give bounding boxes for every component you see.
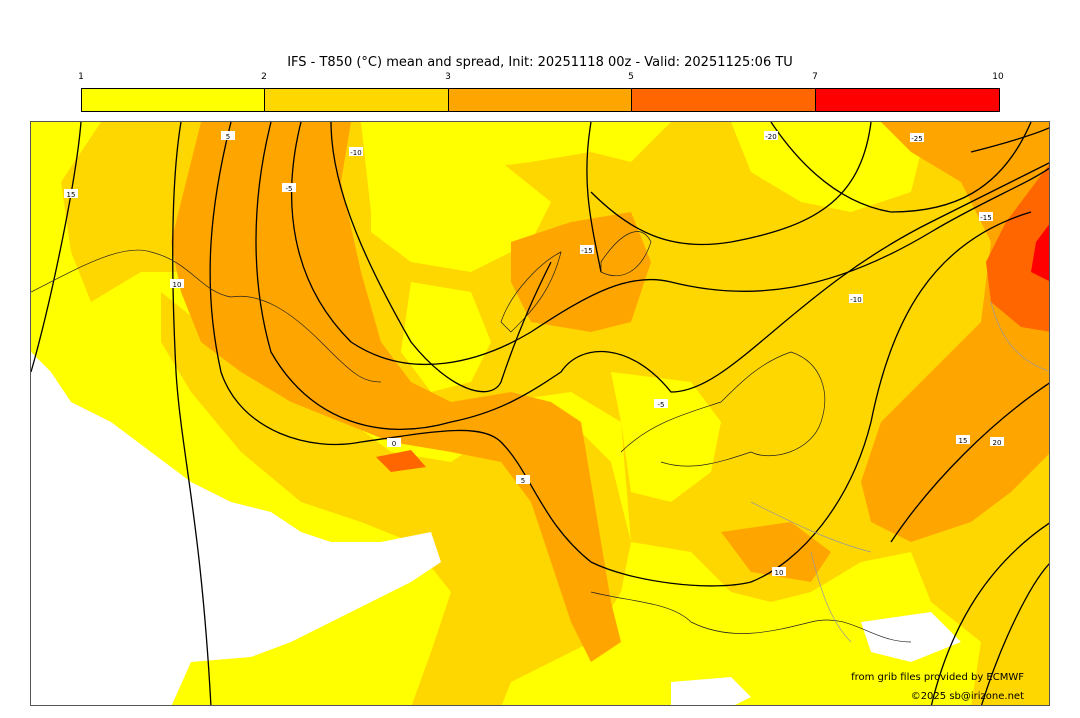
contour-label: -20 <box>764 131 778 141</box>
colorbar-tick: 1 <box>78 72 84 82</box>
colorbar-tick: 7 <box>812 72 818 82</box>
spread-1-2-region <box>371 132 551 272</box>
data-source-credit: from grib files provided by ECMWF <box>851 672 1024 683</box>
colorbar-tick: 3 <box>445 72 451 82</box>
contour-label-text: 10 <box>173 281 182 289</box>
contour-label-text: -5 <box>658 401 665 409</box>
map-canvas: 15 10 5 -5 -10 -15 -20 -25 -15 -10 -5 0 5 10 15 20 <box>31 122 1049 705</box>
contour-label: -10 <box>349 147 363 157</box>
contour-label: 10 <box>772 567 786 577</box>
contour-label-text: -25 <box>911 135 922 143</box>
spread-3-5-band <box>171 122 621 662</box>
contour-label: -25 <box>910 133 924 143</box>
contour-label-text: -10 <box>350 149 361 157</box>
contour-labels: 15 10 5 -5 -10 -15 -20 -25 -15 -10 -5 0 5 10 15 20 <box>64 131 1004 577</box>
contour-label-text: 5 <box>226 133 230 141</box>
spread-3-5-region <box>721 522 831 582</box>
spread-1-2-region <box>611 372 721 502</box>
contour-label-text: -20 <box>765 133 776 141</box>
contour-label: -5 <box>654 399 668 409</box>
contour-label: -15 <box>979 212 993 222</box>
coastlines <box>31 231 912 643</box>
isotherm-contours <box>31 122 1049 705</box>
spread-1-2-region <box>731 122 921 212</box>
colorbar-segment <box>82 89 266 111</box>
colorbar-segment <box>815 89 999 111</box>
contour-label: 0 <box>387 438 401 448</box>
contour-label: -10 <box>849 294 863 304</box>
country-borders <box>750 301 1049 643</box>
colorbar-tick: 2 <box>261 72 267 82</box>
contour-label-text: 0 <box>392 440 396 448</box>
colorbar-tick: 10 <box>992 72 1004 82</box>
contour-label: 20 <box>990 437 1004 447</box>
map-panel: 15 10 5 -5 -10 -15 -20 -25 -15 -10 -5 0 5 10 15 20 from… <box>30 121 1050 706</box>
contour-label-text: -10 <box>850 296 861 304</box>
no-data-area <box>861 612 961 662</box>
copyright-credit: ©2025 sb@irizone.net <box>910 691 1024 702</box>
spread-2-3-region <box>161 292 631 705</box>
no-data-area <box>671 677 751 705</box>
contour-label: 5 <box>221 131 235 141</box>
contour-label-text: 10 <box>775 569 784 577</box>
contour-label-text: -15 <box>581 247 592 255</box>
contour-label-text: 15 <box>959 437 968 445</box>
contour-label-text: 20 <box>993 439 1002 447</box>
spread-3-5-region <box>511 212 651 332</box>
contour-label: -5 <box>282 183 296 193</box>
contour-label: 15 <box>64 189 78 199</box>
no-data-area <box>31 352 441 705</box>
colorbar-segment <box>632 89 816 111</box>
spread-5-7-region <box>986 164 1049 332</box>
map-title: IFS - T850 (°C) mean and spread, Init: 2… <box>287 55 793 70</box>
contour-label-text: 15 <box>67 191 76 199</box>
contour-label: 15 <box>956 435 970 445</box>
contour-label: 10 <box>170 279 184 289</box>
colorbar <box>81 88 1000 112</box>
contour-label: -15 <box>580 245 594 255</box>
colorbar-tick: 5 <box>628 72 634 82</box>
contour-label-text: 5 <box>521 477 525 485</box>
spread-7-10-region <box>1031 224 1049 281</box>
contour-label: 5 <box>516 475 530 485</box>
contour-label-text: -15 <box>980 214 991 222</box>
contour-label-text: -5 <box>286 185 293 193</box>
colorbar-segment <box>265 89 449 111</box>
spread-5-7-region <box>376 450 426 472</box>
colorbar-segment <box>448 89 633 111</box>
